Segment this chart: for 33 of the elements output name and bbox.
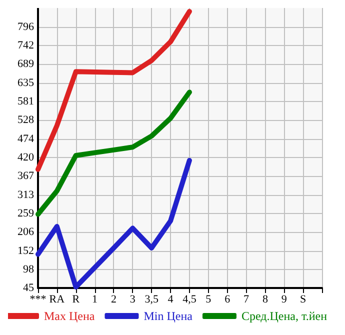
y-tick-label: 635 bbox=[18, 76, 34, 89]
y-tick-label: 98 bbox=[23, 264, 34, 276]
legend-label: Max Цена bbox=[44, 309, 96, 323]
x-tick-label: 6 bbox=[224, 294, 231, 306]
y-tick-label: 474 bbox=[18, 132, 34, 145]
y-tick-label: 313 bbox=[18, 188, 34, 201]
x-tick-label: RA bbox=[49, 294, 65, 306]
legend-label: Сред.Цена, т.йен bbox=[241, 309, 328, 323]
x-tick-label: 9 bbox=[281, 294, 288, 306]
y-tick-label: 742 bbox=[18, 40, 34, 52]
y-tick-label: 420 bbox=[18, 152, 34, 164]
y-tick-label: 796 bbox=[18, 20, 34, 33]
y-tick-label: 528 bbox=[18, 114, 34, 126]
x-tick-label: 4,5 bbox=[182, 294, 197, 306]
x-tick-label: *** bbox=[30, 294, 46, 306]
y-tick-label: 152 bbox=[18, 244, 34, 257]
x-tick-label: 8 bbox=[262, 294, 268, 306]
x-tick-label: S bbox=[300, 294, 306, 306]
x-tick-label: 5 bbox=[206, 294, 212, 306]
y-tick-label: 581 bbox=[18, 96, 34, 108]
x-tick-label: 2 bbox=[110, 294, 116, 306]
x-tick-label: 7 bbox=[244, 294, 250, 306]
y-tick-label: 206 bbox=[18, 226, 34, 238]
x-tick-label: 1 bbox=[92, 294, 98, 306]
y-tick-label: 45 bbox=[23, 282, 34, 294]
x-tick-label: 3,5 bbox=[144, 294, 159, 306]
y-tick-label: 367 bbox=[18, 170, 34, 182]
y-tick-label: 689 bbox=[18, 58, 34, 70]
x-tick-label: 4 bbox=[168, 294, 174, 306]
x-tick-label: R bbox=[72, 294, 80, 306]
y-tick-label: 259 bbox=[18, 208, 34, 220]
legend-label: Min Цена bbox=[144, 309, 194, 323]
x-tick-label: 3 bbox=[130, 294, 136, 306]
